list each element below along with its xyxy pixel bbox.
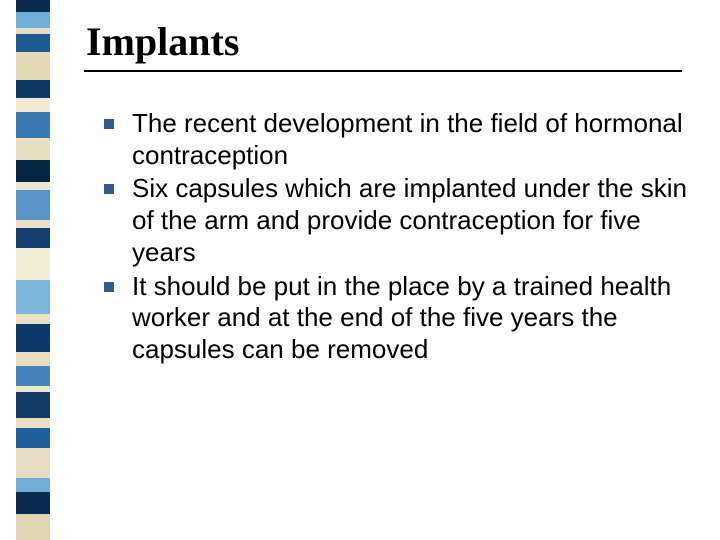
sidebar-band — [16, 228, 50, 248]
bullet-square-icon — [104, 282, 114, 292]
sidebar-band — [16, 392, 50, 418]
sidebar-band — [16, 314, 50, 324]
sidebar-band — [16, 248, 50, 280]
sidebar-band — [16, 112, 50, 138]
sidebar-band — [16, 366, 50, 386]
list-item-text: The recent development in the field of h… — [132, 108, 683, 170]
sidebar-band — [16, 0, 50, 12]
sidebar-band — [16, 418, 50, 428]
sidebar-band — [16, 428, 50, 448]
bullet-square-icon — [104, 184, 114, 194]
sidebar-band — [16, 80, 50, 98]
sidebar-band — [16, 182, 50, 190]
sidebar-band — [16, 492, 50, 514]
sidebar-band — [16, 138, 50, 160]
sidebar-band — [16, 34, 50, 52]
list-item-text: It should be put in the place by a train… — [132, 271, 671, 364]
title-divider — [84, 70, 682, 72]
sidebar-band — [16, 352, 50, 366]
sidebar-band — [16, 448, 50, 478]
sidebar-band — [16, 514, 50, 540]
list-item: The recent development in the field of h… — [104, 108, 690, 171]
list-item: Six capsules which are implanted under t… — [104, 173, 690, 268]
slide-content: Implants The recent development in the f… — [86, 20, 690, 368]
decorative-sidebar — [16, 0, 50, 540]
bullet-list: The recent development in the field of h… — [104, 108, 690, 366]
sidebar-band — [16, 52, 50, 80]
bullet-square-icon — [104, 119, 114, 129]
sidebar-band — [16, 478, 50, 492]
sidebar-band — [16, 220, 50, 228]
sidebar-band — [16, 160, 50, 182]
slide-title: Implants — [86, 20, 690, 64]
sidebar-band — [16, 12, 50, 28]
sidebar-band — [16, 324, 50, 352]
sidebar-band — [16, 190, 50, 220]
list-item: It should be put in the place by a train… — [104, 271, 690, 366]
list-item-text: Six capsules which are implanted under t… — [132, 173, 687, 266]
sidebar-band — [16, 280, 50, 314]
sidebar-band — [16, 98, 50, 112]
